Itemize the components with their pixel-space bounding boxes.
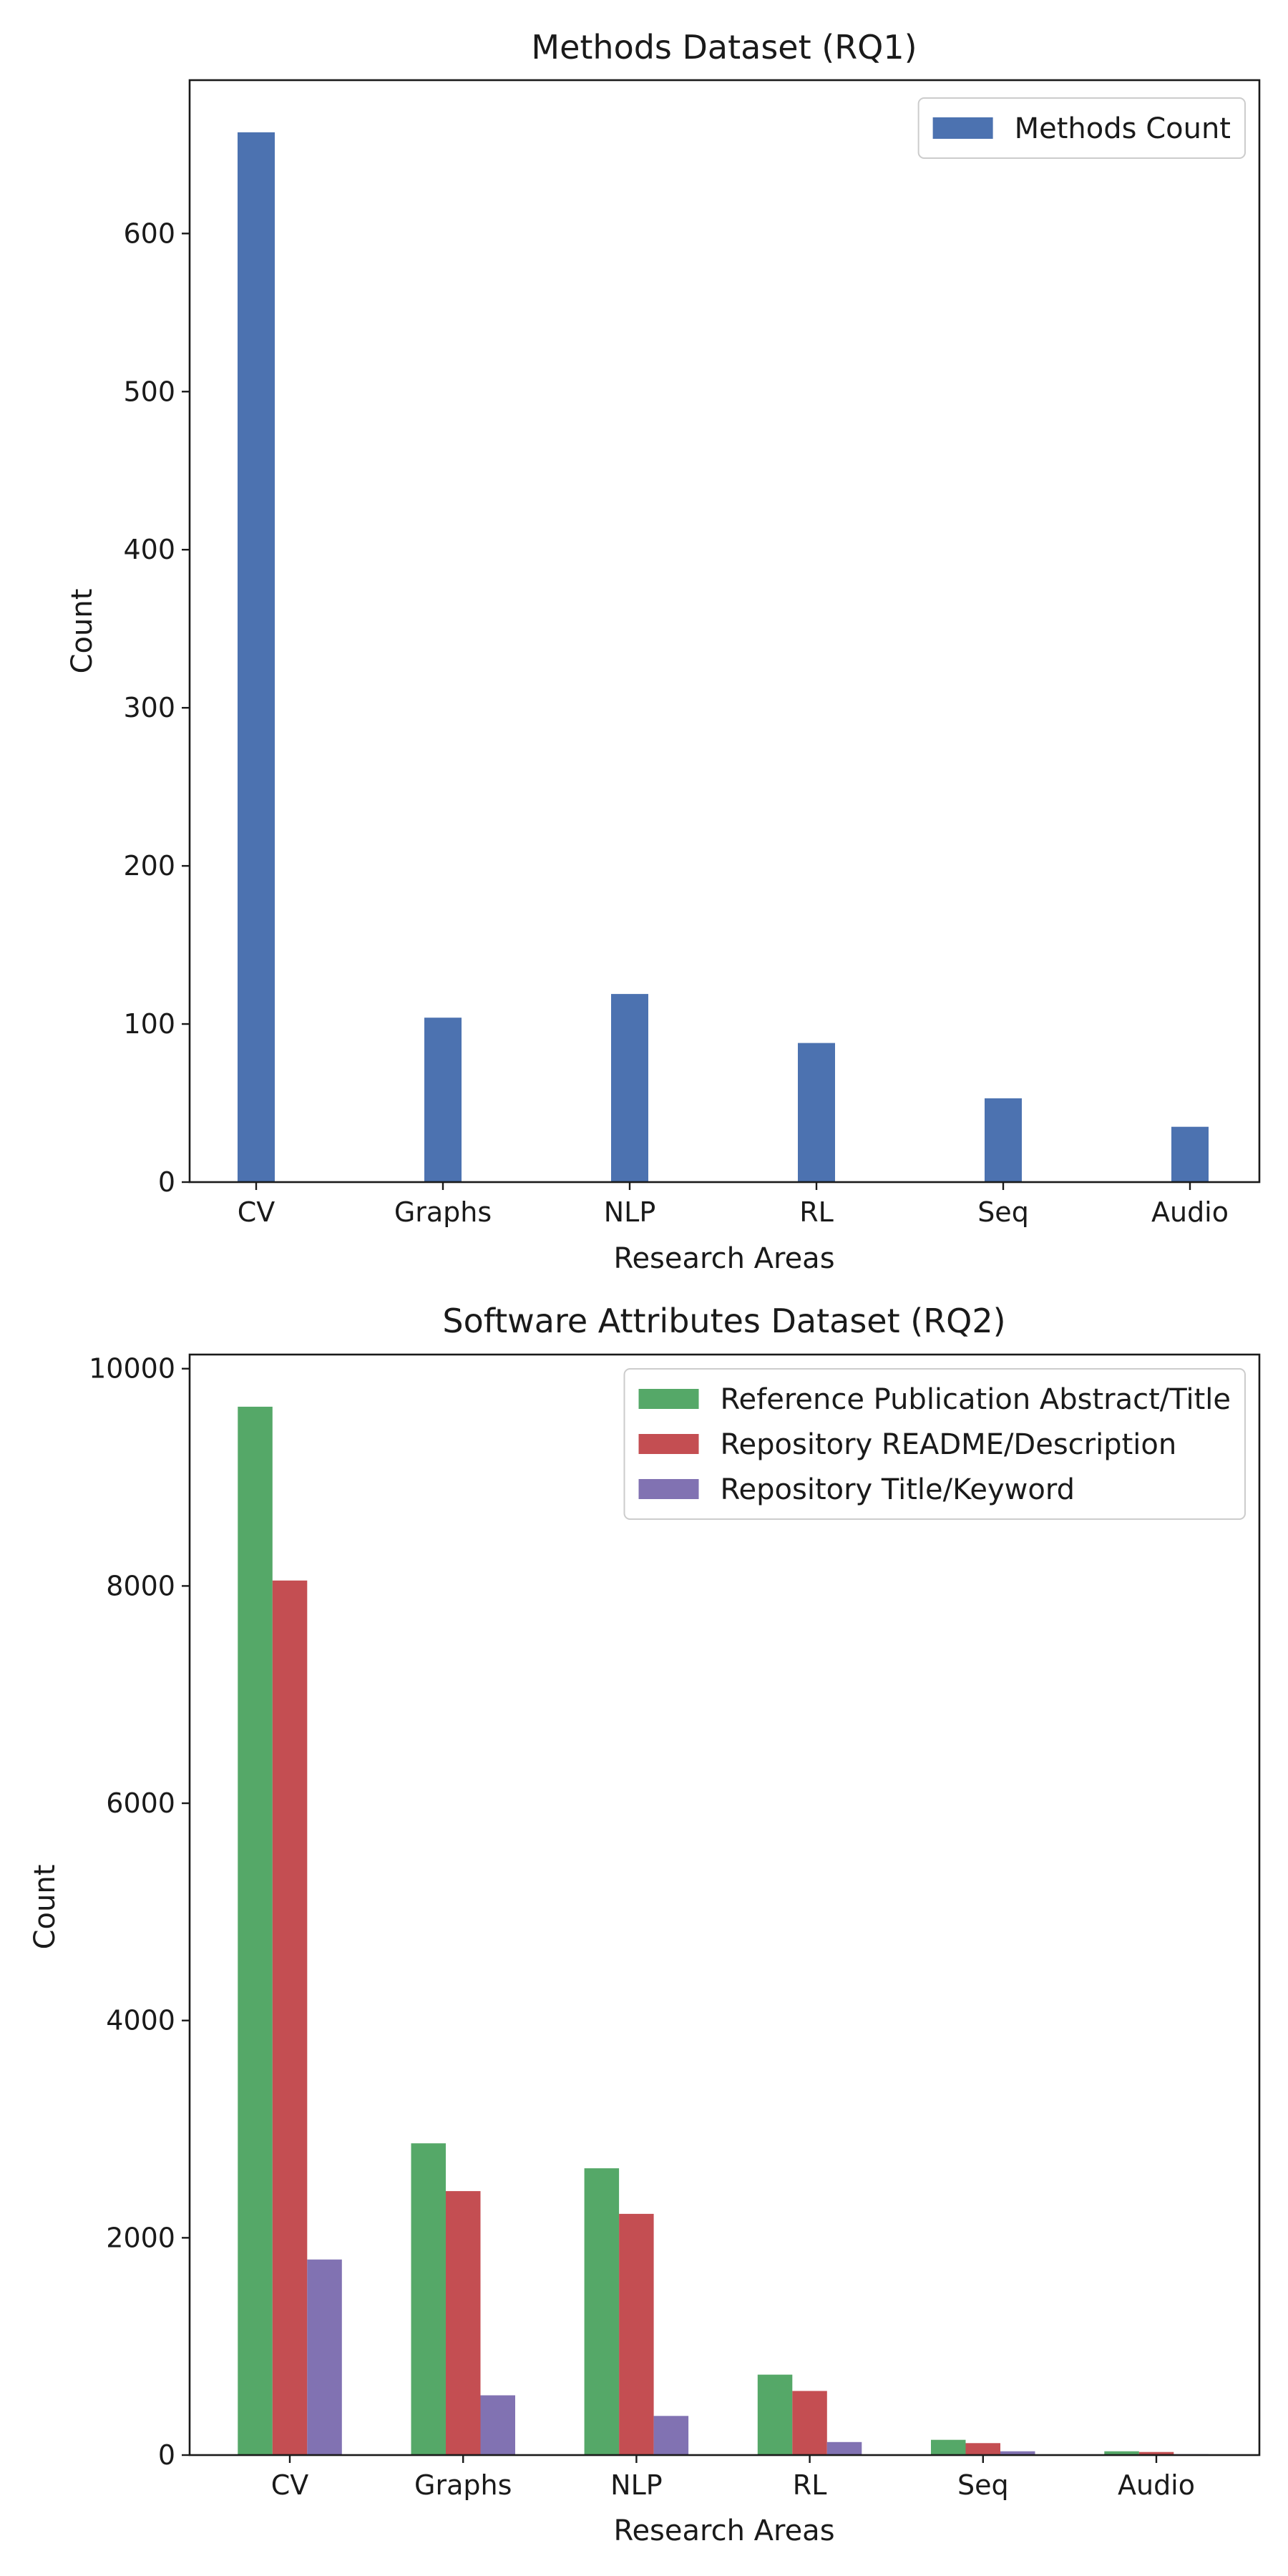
chart-title: Methods Dataset (RQ1) <box>531 28 917 67</box>
x-tick-label: Seq <box>977 1196 1029 1228</box>
methods-chart: Methods Dataset (RQ1) CV Graphs NLP RL Seq Au… <box>66 28 1261 1275</box>
x-tick-label: Graphs <box>394 1196 492 1228</box>
y-tick-label: 300 <box>123 692 175 723</box>
y-tick-label: 500 <box>123 376 175 407</box>
legend: Reference Publication Abstract/Title Repo… <box>623 1368 1246 1520</box>
y-tick-label: 10000 <box>89 1353 175 1385</box>
bar-nlp-0 <box>584 2168 620 2455</box>
y-tick-label: 600 <box>123 218 175 249</box>
y-tick-label: 400 <box>123 534 175 565</box>
axes-frame <box>188 79 1261 1184</box>
bar-audio-0 <box>1171 1126 1209 1182</box>
x-tick-label: Audio <box>1151 1196 1229 1228</box>
bar-audio-1 <box>1138 2451 1174 2455</box>
bar-seq-0 <box>985 1098 1022 1182</box>
y-tick-label: 200 <box>123 850 175 882</box>
y-tick-label: 0 <box>158 1166 175 1198</box>
bars <box>238 132 1209 1182</box>
legend-label: Repository Title/Keyword <box>721 1473 1075 1506</box>
x-tick-label: NLP <box>610 2469 663 2501</box>
legend-swatch <box>638 1389 699 1409</box>
bar-graphs-0 <box>424 1018 462 1182</box>
ticks: CV Graphs NLP RL Seq Audio 0 2000 4000 6000 8000 10… <box>89 1353 1195 2501</box>
y-tick-label: 100 <box>123 1008 175 1040</box>
bar-cv-2 <box>307 2259 342 2455</box>
bar-rl-0 <box>798 1043 835 1182</box>
y-tick-label: 8000 <box>106 1570 175 1601</box>
bar-nlp-0 <box>611 994 648 1182</box>
y-axis-label: Count <box>66 589 99 674</box>
bar-graphs-2 <box>480 2395 515 2455</box>
bar-nlp-1 <box>619 2213 654 2455</box>
chart-title: Software Attributes Dataset (RQ2) <box>442 1302 1005 1340</box>
y-tick-label: 4000 <box>106 2005 175 2036</box>
bar-graphs-0 <box>411 2143 446 2455</box>
bar-cv-0 <box>238 1406 273 2455</box>
x-axis-label: Research Areas <box>613 2514 834 2547</box>
legend-box <box>917 97 1246 159</box>
x-tick-label: CV <box>271 2469 309 2501</box>
y-tick-label: 6000 <box>106 1787 175 1819</box>
legend-box <box>623 1368 1246 1520</box>
y-tick-label: 0 <box>158 2439 175 2471</box>
legend-label: Reference Publication Abstract/Title <box>721 1383 1231 1416</box>
bar-rl-0 <box>757 2374 793 2455</box>
y-tick-label: 2000 <box>106 2222 175 2253</box>
axes-frame <box>188 1353 1261 2457</box>
legend-swatch <box>932 117 993 139</box>
bar-rl-1 <box>792 2391 827 2455</box>
x-tick-label: NLP <box>604 1196 656 1228</box>
legend-swatch <box>638 1434 699 1454</box>
x-tick-label: Seq <box>957 2469 1009 2501</box>
bar-seq-1 <box>965 2443 1000 2455</box>
ticks: CV Graphs NLP RL Seq Audio 0 100 200 300 400 500 600 <box>123 218 1229 1228</box>
bars <box>238 1406 1209 2455</box>
bar-cv-1 <box>272 1580 308 2455</box>
legend-swatch <box>638 1479 699 1499</box>
x-tick-label: CV <box>238 1196 275 1228</box>
legend-label: Repository README/Description <box>721 1428 1177 1461</box>
x-tick-label: RL <box>799 1196 834 1228</box>
bar-nlp-2 <box>653 2416 689 2455</box>
bar-seq-2 <box>1000 2451 1035 2455</box>
bar-seq-0 <box>931 2439 966 2455</box>
x-axis-label: Research Areas <box>613 1242 834 1275</box>
software-attributes-chart: Software Attributes Dataset (RQ2) CV Grap… <box>29 1302 1261 2547</box>
legend: Methods Count <box>917 97 1246 159</box>
bar-graphs-1 <box>446 2191 481 2455</box>
bar-cv-0 <box>238 132 275 1182</box>
x-tick-label: RL <box>793 2469 827 2501</box>
y-axis-label: Count <box>29 1865 62 1950</box>
bar-audio-0 <box>1104 2451 1139 2455</box>
bar-rl-2 <box>826 2441 862 2455</box>
x-tick-label: Graphs <box>414 2469 512 2501</box>
legend-label: Methods Count <box>1015 112 1231 145</box>
x-tick-label: Audio <box>1118 2469 1195 2501</box>
